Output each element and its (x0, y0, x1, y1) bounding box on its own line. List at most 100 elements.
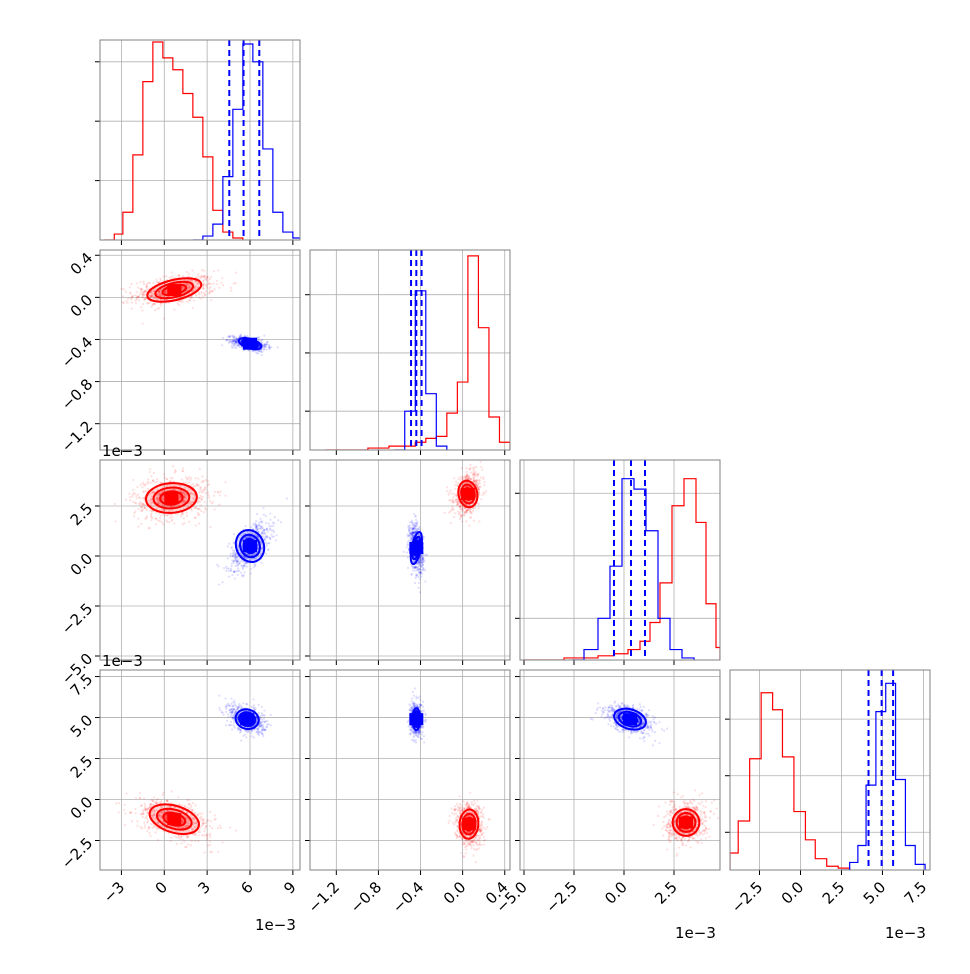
red-point (198, 829, 200, 831)
red-point (213, 508, 215, 510)
red-point (194, 517, 196, 519)
red-point (135, 797, 137, 799)
red-point (453, 501, 455, 503)
blue-point (409, 527, 411, 529)
blue-point (235, 347, 237, 349)
blue-point (251, 350, 253, 352)
red-point (123, 288, 125, 290)
red-point (164, 514, 166, 516)
red-point (140, 306, 142, 308)
blue-point (230, 553, 232, 555)
red-point (143, 491, 145, 493)
red-point (169, 276, 171, 278)
red-point (156, 827, 158, 829)
red-point (195, 507, 197, 509)
red-point (455, 499, 457, 501)
blue-point (263, 346, 265, 348)
y-tick-label: 2.5 (67, 752, 97, 782)
x-tick-label: 9 (280, 878, 299, 897)
red-point (134, 294, 136, 296)
blue-point (258, 704, 260, 706)
red-point (199, 812, 201, 814)
red-point (206, 276, 208, 278)
red-point (137, 493, 139, 495)
red-point (146, 809, 148, 811)
red-point (165, 275, 167, 277)
blue-point (231, 334, 233, 336)
red-point (121, 288, 123, 290)
blue-point (415, 519, 417, 521)
x-tick-label: 0 (152, 878, 171, 897)
red-point (185, 846, 187, 848)
red-point (479, 482, 481, 484)
red-point (202, 496, 204, 498)
blue-point (286, 498, 288, 500)
red-point (157, 839, 159, 841)
blue-point (420, 565, 422, 567)
red-point (468, 475, 470, 477)
red-point (469, 464, 471, 466)
blue-point (412, 569, 414, 571)
blue-point (414, 531, 416, 533)
panel-frame (310, 250, 510, 450)
red-point (139, 497, 141, 499)
red-point (217, 269, 219, 271)
red-point (138, 503, 140, 505)
red-point (187, 836, 189, 838)
blue-point (274, 516, 276, 518)
red-point (466, 510, 468, 512)
red-point (150, 475, 152, 477)
red-point (197, 831, 199, 833)
blue-point (256, 513, 258, 515)
blue-point (221, 344, 223, 346)
red-point (142, 323, 144, 325)
red-point (198, 497, 200, 499)
red-point (197, 508, 199, 510)
red-point (229, 826, 231, 828)
red-point (220, 282, 222, 284)
blue-point (262, 507, 264, 509)
red-point (465, 467, 467, 469)
red-point (196, 484, 198, 486)
red-point (210, 820, 212, 822)
blue-point (418, 572, 420, 574)
blue-peak (243, 338, 257, 350)
red-point (144, 824, 146, 826)
red-peak (167, 284, 181, 296)
scatter-plot-area (91, 269, 279, 356)
red-point (125, 291, 127, 293)
red-point (140, 523, 142, 525)
red-point (146, 821, 148, 823)
blue-point (230, 565, 232, 567)
blue-point (269, 512, 271, 514)
x-tick-label: 0.0 (778, 878, 808, 908)
red-point (123, 809, 125, 811)
red-point (149, 468, 151, 470)
y-tick-label: 2.5 (67, 500, 97, 530)
blue-point (419, 591, 421, 593)
red-point (460, 514, 462, 516)
red-point (208, 834, 210, 836)
blue-point (420, 561, 422, 563)
red-point (189, 479, 191, 481)
red-point (150, 514, 152, 516)
blue-point (272, 521, 274, 523)
red-point (146, 830, 148, 832)
blue-point (233, 342, 235, 344)
blue-point (250, 526, 252, 528)
red-point (459, 506, 461, 508)
x-tick-label: −2.5 (728, 878, 766, 916)
red-point (470, 516, 472, 518)
blue-point (234, 577, 236, 579)
blue-point (219, 709, 221, 711)
red-point (142, 281, 144, 283)
red-point (155, 802, 157, 804)
blue-point (266, 528, 268, 530)
red-point (180, 515, 182, 517)
blue-point (227, 545, 229, 547)
red-point (136, 291, 138, 293)
red-point (162, 523, 164, 525)
blue-point (261, 342, 263, 344)
red-point (198, 500, 200, 502)
